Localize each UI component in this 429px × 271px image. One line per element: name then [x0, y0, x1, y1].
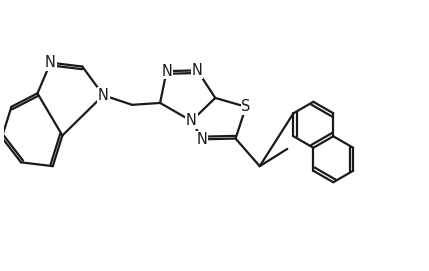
Text: S: S	[241, 99, 251, 114]
Text: N: N	[197, 132, 208, 147]
Text: N: N	[161, 64, 172, 79]
Text: N: N	[45, 55, 56, 70]
Text: N: N	[192, 63, 202, 78]
Text: N: N	[98, 88, 109, 103]
Text: N: N	[186, 114, 197, 128]
